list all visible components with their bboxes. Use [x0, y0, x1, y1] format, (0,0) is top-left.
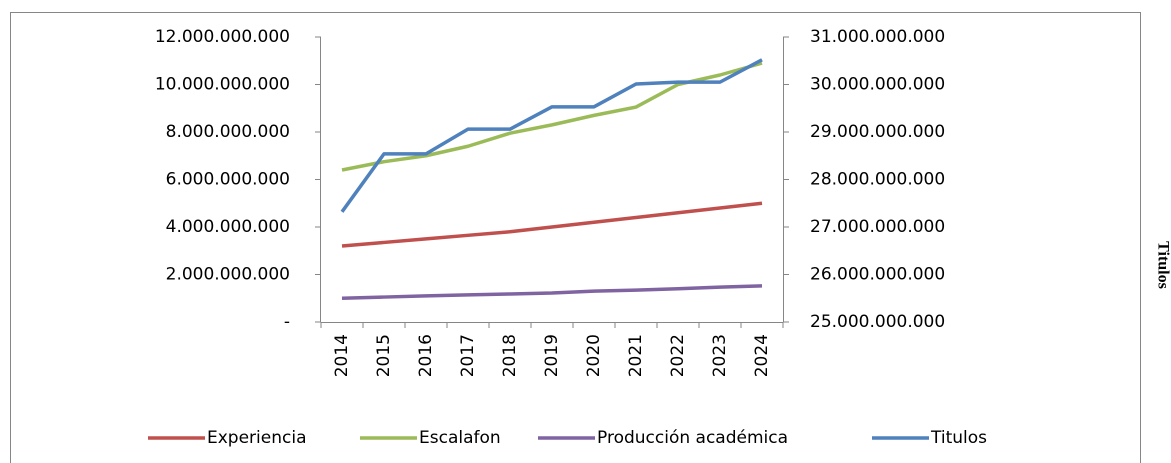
y2-tick-label: 30.000.000.000: [810, 75, 945, 95]
y-tick-label: 12.000.000.000: [155, 27, 290, 47]
y2-tick-label: 26.000.000.000: [810, 265, 945, 285]
x-tick-label: 2018: [500, 334, 520, 377]
legend-label: Producción académica: [597, 428, 788, 448]
y2-tick-label: 28.000.000.000: [810, 170, 945, 190]
x-tick-label: 2020: [584, 334, 604, 377]
y2-tick-label: 27.000.000.000: [810, 217, 945, 237]
legend-label: Escalafon: [419, 428, 501, 448]
y2-tick-label: 25.000.000.000: [810, 312, 945, 332]
y2-tick-label: 29.000.000.000: [810, 122, 945, 142]
y-tick-label: -: [284, 312, 290, 332]
x-tick-label: 2023: [710, 334, 730, 377]
y2-axis-title: Titulos: [1154, 241, 1171, 289]
series-line: [340, 58, 763, 213]
y-tick-label: 6.000.000.000: [166, 170, 290, 190]
series-line: [341, 201, 763, 248]
legend-label: Experiencia: [207, 428, 307, 448]
x-tick-label: 2014: [332, 334, 352, 377]
x-tick-label: 2019: [542, 334, 562, 377]
y-tick-label: 10.000.000.000: [155, 75, 290, 95]
x-tick-label: 2024: [752, 334, 772, 377]
x-tick-label: 2022: [668, 334, 688, 377]
x-tick-label: 2017: [458, 334, 478, 377]
legend-label: Titulos: [930, 428, 987, 448]
y2-tick-label: 31.000.000.000: [810, 27, 945, 47]
x-tick-label: 2015: [374, 334, 394, 377]
chart-frame: [10, 12, 1141, 463]
y-tick-label: 8.000.000.000: [166, 122, 290, 142]
x-tick-label: 2021: [626, 334, 646, 377]
y-tick-label: 4.000.000.000: [166, 217, 290, 237]
series-line: [341, 284, 763, 300]
y-tick-label: 2.000.000.000: [166, 265, 290, 285]
x-tick-label: 2016: [416, 334, 436, 377]
